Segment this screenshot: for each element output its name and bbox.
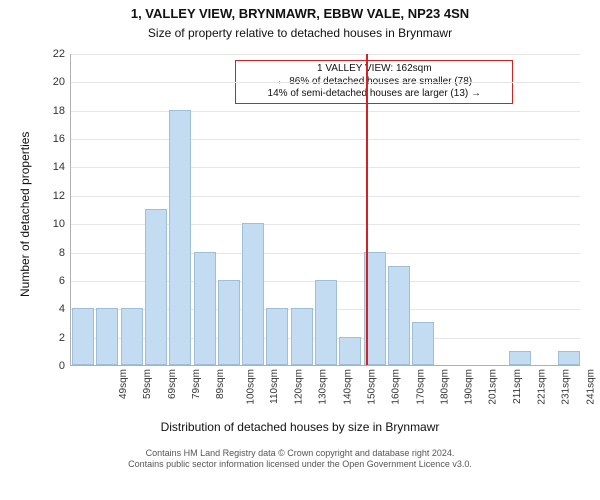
annotation-line-1: 1 VALLEY VIEW: 162sqm	[242, 63, 506, 76]
x-tick: 100sqm	[245, 369, 256, 405]
y-tick: 2	[59, 332, 65, 344]
bar	[291, 308, 313, 365]
bar	[121, 308, 143, 365]
x-tick: 59sqm	[142, 369, 153, 399]
y-tick: 22	[53, 48, 65, 60]
y-tick: 4	[59, 303, 65, 315]
y-tick: 8	[59, 247, 65, 259]
x-tick: 201sqm	[488, 369, 499, 405]
reference-line	[366, 54, 368, 365]
y-tick: 14	[53, 161, 65, 173]
chart-subtitle: Size of property relative to detached ho…	[0, 26, 600, 40]
bar	[145, 209, 167, 365]
bar	[388, 266, 410, 365]
x-tick: 211sqm	[512, 369, 523, 404]
y-axis-label: Number of detached properties	[18, 132, 32, 297]
gridline	[71, 82, 580, 83]
y-tick: 6	[59, 275, 65, 287]
annotation-line-3: 14% of semi-detached houses are larger (…	[242, 88, 506, 101]
y-tick: 20	[53, 76, 65, 88]
x-tick: 221sqm	[537, 369, 548, 405]
bar	[266, 308, 288, 365]
bar	[72, 308, 94, 365]
y-tick: 12	[53, 190, 65, 202]
x-tick: 160sqm	[391, 369, 402, 405]
x-tick: 79sqm	[191, 369, 202, 399]
x-tick: 120sqm	[294, 369, 305, 405]
bar	[218, 280, 240, 365]
y-tick: 18	[53, 105, 65, 117]
x-tick: 150sqm	[367, 369, 378, 405]
y-tick: 16	[53, 133, 65, 145]
bar	[509, 351, 531, 365]
attribution-line-2: Contains public sector information licen…	[0, 459, 600, 470]
x-tick: 231sqm	[561, 369, 572, 405]
gridline	[71, 167, 580, 168]
chart-title: 1, VALLEY VIEW, BRYNMAWR, EBBW VALE, NP2…	[0, 6, 600, 21]
bar	[558, 351, 580, 365]
x-tick: 110sqm	[269, 369, 280, 404]
x-tick: 49sqm	[118, 369, 129, 399]
x-tick: 130sqm	[318, 369, 329, 405]
x-tick: 241sqm	[585, 369, 596, 405]
bar	[315, 280, 337, 365]
x-axis-label: Distribution of detached houses by size …	[0, 420, 600, 434]
attribution-line-1: Contains HM Land Registry data © Crown c…	[0, 448, 600, 459]
bar	[169, 110, 191, 365]
plot-area: 1 VALLEY VIEW: 162sqm ← 86% of detached …	[70, 54, 580, 366]
x-tick: 140sqm	[342, 369, 353, 405]
x-tick: 89sqm	[215, 369, 226, 399]
gridline	[71, 54, 580, 55]
x-tick: 190sqm	[464, 369, 475, 405]
bar	[96, 308, 118, 365]
gridline	[71, 111, 580, 112]
attribution: Contains HM Land Registry data © Crown c…	[0, 448, 600, 471]
x-tick: 69sqm	[167, 369, 178, 399]
bar	[339, 337, 361, 365]
gridline	[71, 196, 580, 197]
bar	[412, 322, 434, 365]
x-tick: 180sqm	[439, 369, 450, 405]
y-tick: 10	[53, 218, 65, 230]
gridline	[71, 139, 580, 140]
x-tick: 170sqm	[415, 369, 426, 405]
bar	[242, 223, 264, 365]
y-tick: 0	[59, 360, 65, 372]
bar	[194, 252, 216, 365]
